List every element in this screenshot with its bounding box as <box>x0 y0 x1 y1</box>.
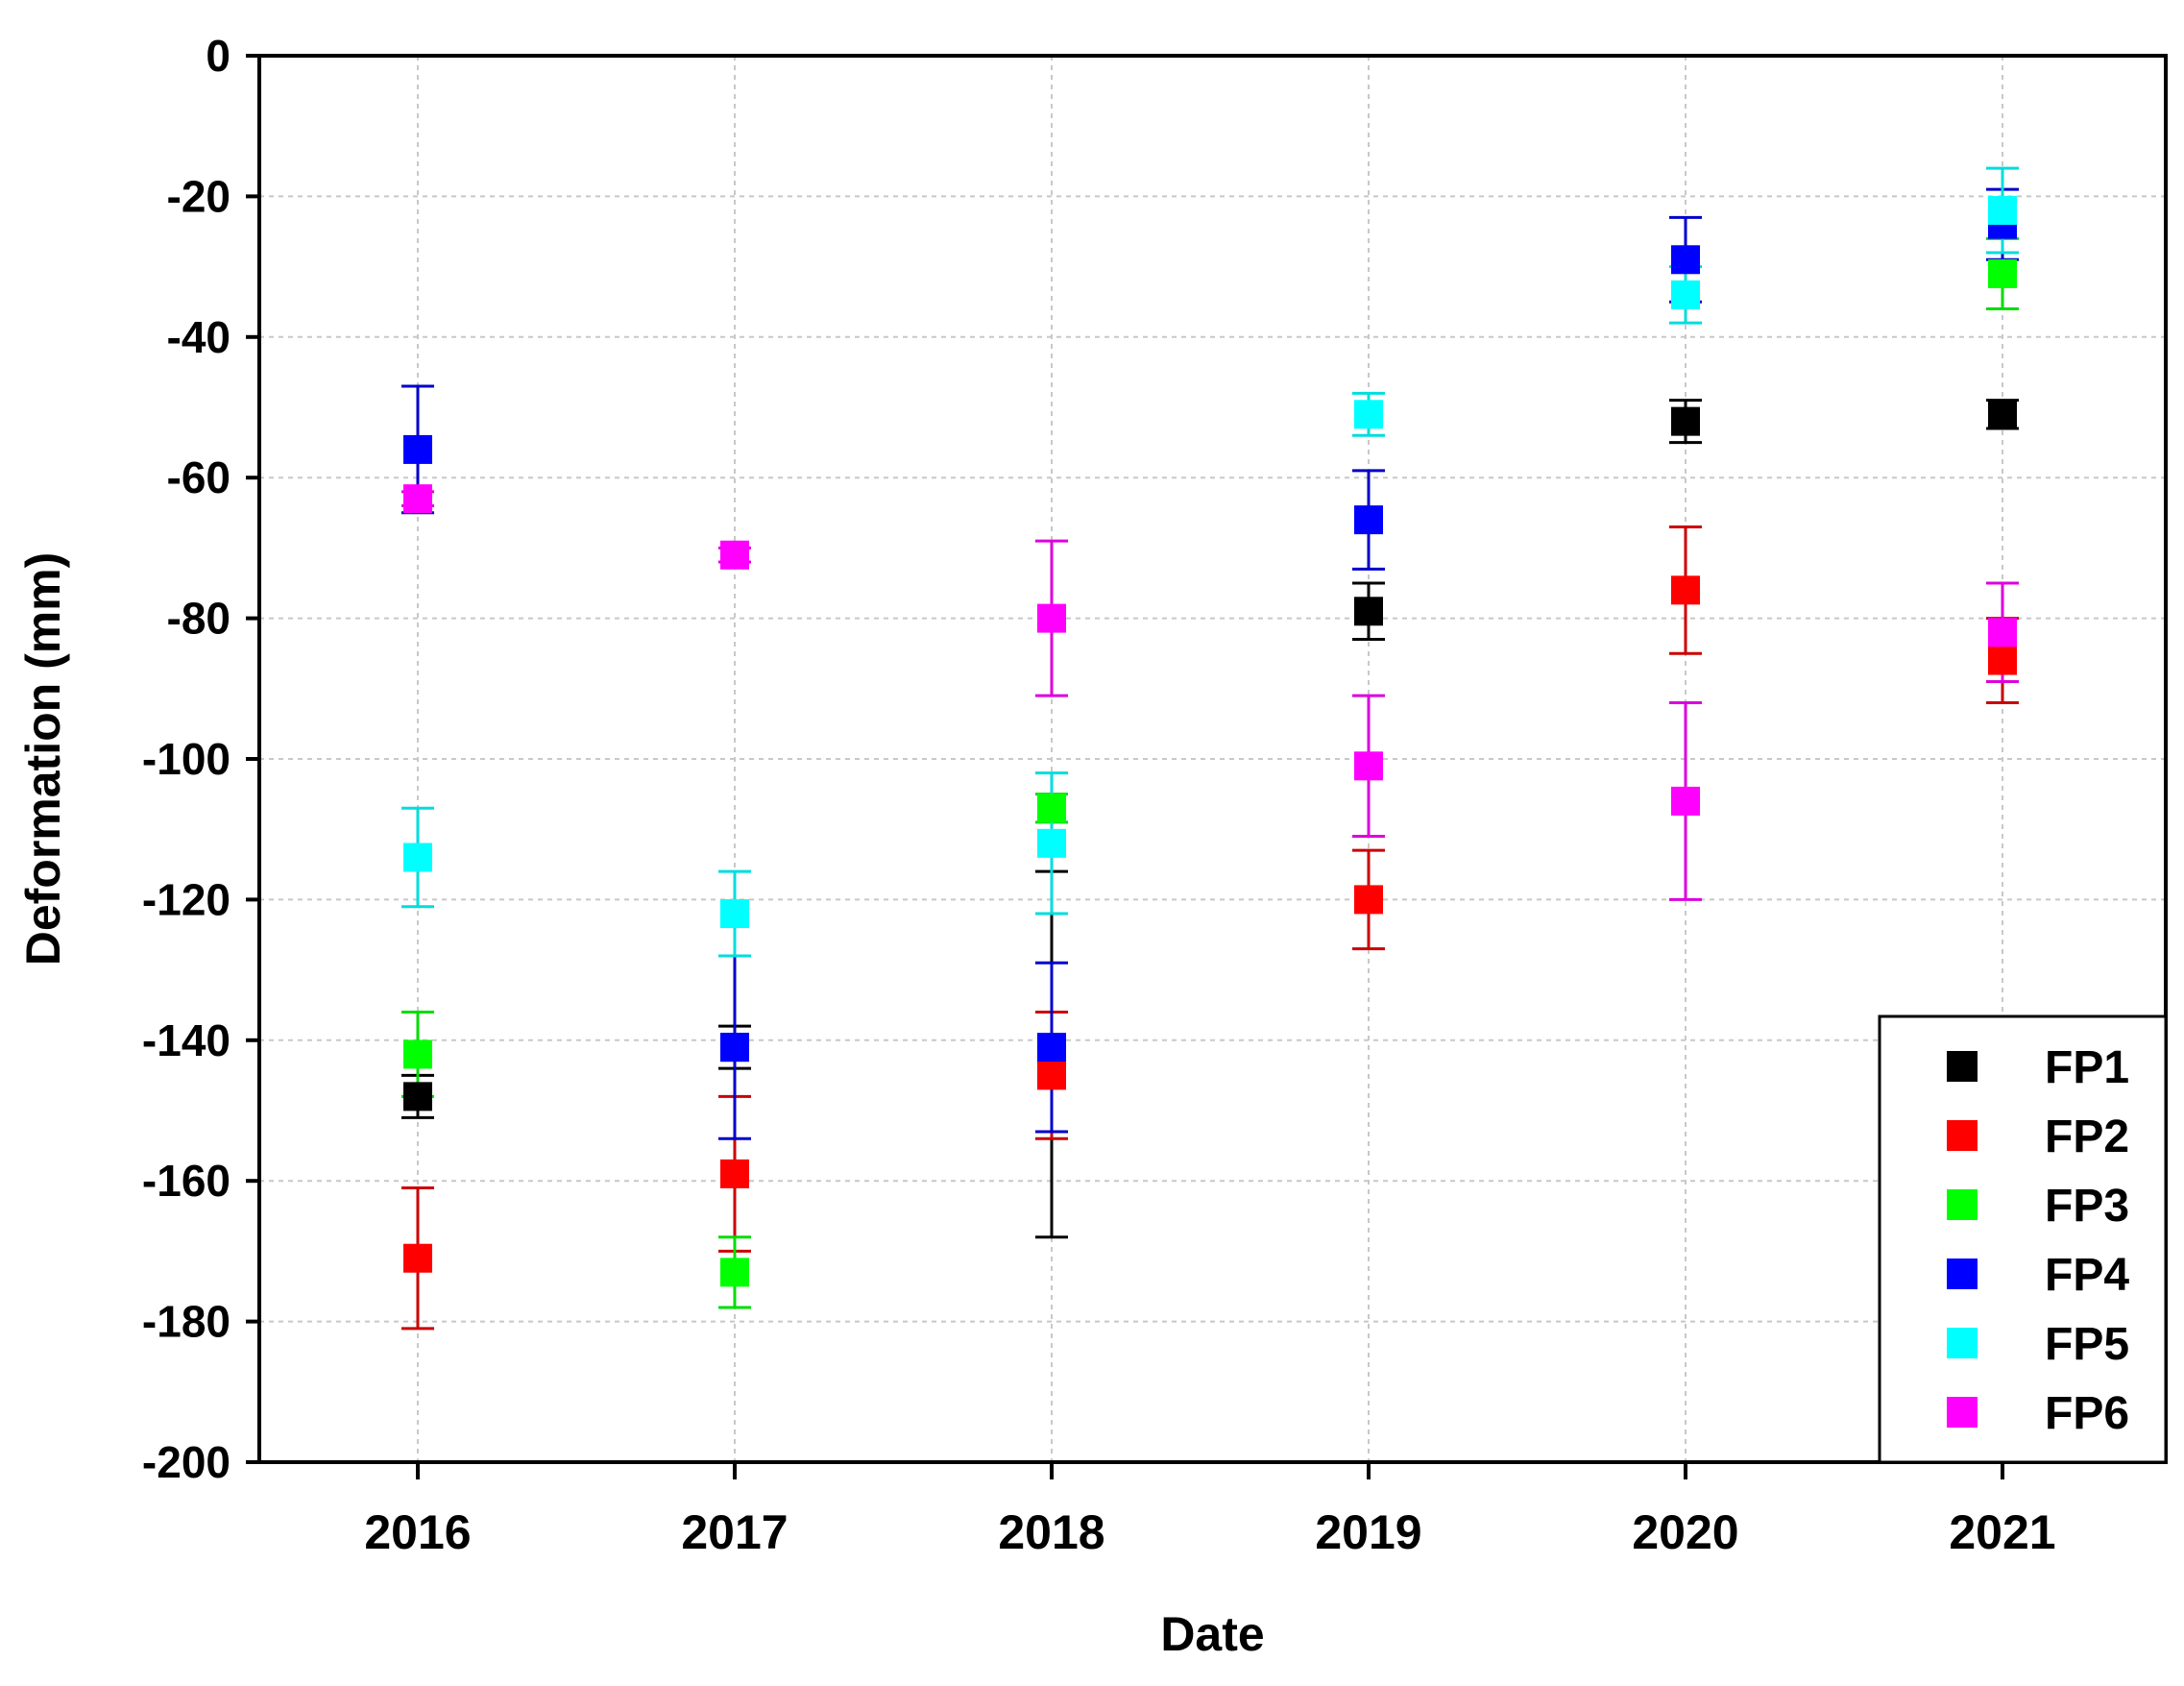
marker-fp4 <box>403 434 432 464</box>
legend-swatch-fp5 <box>1947 1328 1978 1358</box>
legend-label-fp1: FP1 <box>2045 1042 2129 1093</box>
marker-fp4 <box>1037 1033 1066 1063</box>
y-tick-label: -140 <box>142 1015 231 1065</box>
marker-fp2 <box>1354 885 1383 915</box>
x-tick-label: 2019 <box>1315 1505 1421 1559</box>
legend-label-fp4: FP4 <box>2045 1250 2129 1301</box>
y-axis-title: Deformation (mm) <box>16 552 70 966</box>
legend-label-fp5: FP5 <box>2045 1319 2129 1370</box>
y-tick-label: -60 <box>167 452 231 502</box>
marker-fp6 <box>1988 618 2017 648</box>
marker-fp5 <box>403 843 432 872</box>
marker-fp1 <box>403 1082 432 1112</box>
marker-fp4 <box>720 1033 749 1063</box>
marker-fp2 <box>403 1243 432 1273</box>
marker-fp2 <box>1037 1061 1066 1090</box>
y-tick-label: -20 <box>167 171 231 221</box>
x-tick-label: 2018 <box>998 1505 1104 1559</box>
marker-fp5 <box>720 899 749 929</box>
legend-label-fp6: FP6 <box>2045 1388 2129 1439</box>
marker-fp2 <box>720 1159 749 1188</box>
legend-swatch-fp1 <box>1947 1051 1978 1082</box>
marker-fp1 <box>1988 400 2017 429</box>
x-axis-ticks: 2016 2017 2018 2019 2020 2021 <box>364 1462 2056 1559</box>
marker-fp2 <box>1988 646 2017 675</box>
x-tick-label: 2017 <box>681 1505 788 1559</box>
marker-fp5 <box>1988 196 2017 226</box>
marker-fp6 <box>1354 751 1383 781</box>
marker-fp5 <box>1354 400 1383 429</box>
marker-fp3 <box>1037 794 1066 823</box>
marker-fp2 <box>1671 575 1700 605</box>
marker-fp3 <box>1988 258 2017 288</box>
y-tick-label: -40 <box>167 312 231 362</box>
legend-box <box>1878 1014 2168 1464</box>
y-tick-label: -160 <box>142 1156 231 1206</box>
marker-fp6 <box>1671 786 1700 816</box>
legend-swatch-fp2 <box>1947 1120 1978 1151</box>
marker-fp1 <box>1671 406 1700 436</box>
y-tick-label: -120 <box>142 874 231 924</box>
x-tick-label: 2020 <box>1632 1505 1738 1559</box>
legend-swatch-fp3 <box>1947 1189 1978 1220</box>
legend: FP1 FP2 FP3 FP4 FP5 FP6 <box>1878 1014 2168 1464</box>
marker-fp4 <box>1354 505 1383 535</box>
marker-fp5 <box>1671 280 1700 309</box>
x-axis-title: Date <box>1160 1607 1264 1661</box>
marker-fp1 <box>1354 597 1383 626</box>
error-bars <box>401 166 2019 1331</box>
y-axis-ticks: 0 -20 -40 -60 -80 -100 -120 -140 -160 -180 -200 <box>142 31 259 1487</box>
marker-fp6 <box>720 540 749 570</box>
marker-fp3 <box>403 1039 432 1069</box>
legend-label-fp2: FP2 <box>2045 1112 2129 1162</box>
y-tick-label: -180 <box>142 1297 231 1347</box>
legend-swatch-fp4 <box>1947 1258 1978 1289</box>
x-tick-label: 2016 <box>364 1505 471 1559</box>
marker-fp6 <box>403 484 432 514</box>
marker-fp5 <box>1037 828 1066 858</box>
y-tick-label: -100 <box>142 734 231 784</box>
y-tick-label: -200 <box>142 1437 231 1487</box>
y-tick-label: 0 <box>206 31 231 81</box>
legend-swatch-fp6 <box>1947 1397 1978 1428</box>
x-tick-label: 2021 <box>1949 1505 2055 1559</box>
y-tick-label: -80 <box>167 594 231 644</box>
legend-label-fp3: FP3 <box>2045 1181 2129 1232</box>
marker-fp3 <box>720 1258 749 1287</box>
data-markers <box>403 196 2017 1287</box>
marker-fp4 <box>1671 245 1700 275</box>
marker-fp6 <box>1037 603 1066 633</box>
